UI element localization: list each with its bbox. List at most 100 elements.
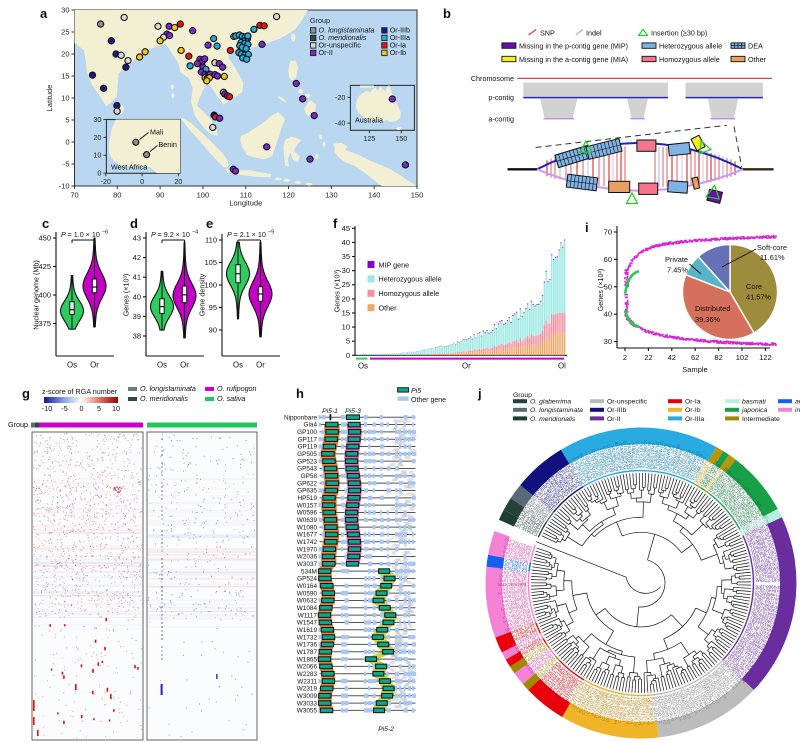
svg-text:10: 10 xyxy=(93,151,101,160)
svg-text:IR9307-2|C9: IR9307-2|C9 xyxy=(501,585,527,591)
svg-text:O. sativa: O. sativa xyxy=(217,394,245,403)
svg-text:35: 35 xyxy=(342,252,350,261)
svg-text:CX4943|CX16: CX4943|CX16 xyxy=(499,557,529,567)
svg-text:YC2804-2|C9: YC2804-2|C9 xyxy=(500,561,528,570)
svg-text:95: 95 xyxy=(209,303,217,312)
svg-text:IR1190|CX24: IR1190|CX24 xyxy=(502,553,530,563)
svg-text:39: 39 xyxy=(133,312,141,321)
svg-text:Nuclear genome (Mb): Nuclear genome (Mb) xyxy=(32,260,41,330)
svg-text:P7063|CX83: P7063|CX83 xyxy=(501,569,527,576)
svg-text:a-contig: a-contig xyxy=(488,115,514,124)
svg-text:22: 22 xyxy=(644,353,652,362)
svg-text:Heterozygous allele: Heterozygous allele xyxy=(659,41,722,50)
svg-text:Insertion (≥30 bp): Insertion (≥30 bp) xyxy=(651,28,707,37)
svg-text:NIV2364-2|C: NIV2364-2|C xyxy=(754,594,781,602)
svg-text:GP543: GP543 xyxy=(297,466,317,473)
svg-text:GP524: GP524 xyxy=(297,576,317,583)
svg-text:i: i xyxy=(585,220,589,235)
svg-text:80: 80 xyxy=(113,191,121,200)
svg-text:b: b xyxy=(443,6,451,21)
svg-text:GP100: GP100 xyxy=(297,429,317,436)
svg-text:38: 38 xyxy=(133,332,141,341)
svg-text:82: 82 xyxy=(714,353,722,362)
svg-text:150: 150 xyxy=(395,134,407,143)
svg-text:102: 102 xyxy=(736,353,749,362)
svg-text:W2036: W2036 xyxy=(297,554,318,561)
svg-text:W1677: W1677 xyxy=(297,532,318,539)
svg-text:150: 150 xyxy=(411,191,424,200)
svg-text:W2319: W2319 xyxy=(297,686,318,693)
svg-text:Or-Ib: Or-Ib xyxy=(390,48,406,57)
svg-text:Ol: Ol xyxy=(558,362,566,371)
svg-text:W1084: W1084 xyxy=(297,605,318,612)
svg-text:Os: Os xyxy=(358,362,368,371)
svg-text:40: 40 xyxy=(604,310,612,319)
svg-text:CX8390|W240: CX8390|W240 xyxy=(655,440,665,470)
svg-text:0: 0 xyxy=(346,351,350,360)
svg-text:Or: Or xyxy=(256,361,265,370)
svg-text:30: 30 xyxy=(61,6,69,15)
svg-text:5: 5 xyxy=(346,337,350,346)
svg-text:NIV2589|CX6: NIV2589|CX6 xyxy=(645,441,652,469)
svg-text:30: 30 xyxy=(342,266,350,275)
svg-text:42: 42 xyxy=(668,353,676,362)
svg-text:p-contig: p-contig xyxy=(488,93,514,102)
svg-text:W8758-1|P25: W8758-1|P25 xyxy=(752,549,780,560)
svg-text:YC2454|CX79: YC2454|CX79 xyxy=(755,569,784,576)
svg-text:IR6079-1|P6: IR6079-1|P6 xyxy=(639,443,644,469)
svg-text:GP4966-1|P6: GP4966-1|P6 xyxy=(755,584,783,590)
svg-text:W1736: W1736 xyxy=(297,642,318,649)
svg-text:GP6244-1|P6: GP6244-1|P6 xyxy=(499,578,527,584)
svg-text:-20: -20 xyxy=(101,177,111,186)
svg-text:Other gene: Other gene xyxy=(411,397,446,404)
svg-text:Other: Other xyxy=(379,304,398,313)
svg-text:GP635: GP635 xyxy=(297,488,317,495)
svg-text:Nipponbare: Nipponbare xyxy=(284,414,317,421)
svg-text:j: j xyxy=(477,386,482,401)
svg-text:P6776|W765: P6776|W765 xyxy=(610,444,620,471)
svg-text:25: 25 xyxy=(61,28,69,37)
svg-text:japonica: japonica xyxy=(741,407,768,414)
svg-text:W0164: W0164 xyxy=(297,583,318,590)
svg-text:Heterozygous allele: Heterozygous allele xyxy=(379,275,442,284)
svg-text:P7498|W579: P7498|W579 xyxy=(754,591,781,598)
svg-text:YC4910|W201: YC4910|W201 xyxy=(642,439,648,469)
svg-text:Latitude: Latitude xyxy=(45,85,54,112)
svg-text:CX7826-2|C8: CX7826-2|C8 xyxy=(654,696,663,724)
svg-text:Group: Group xyxy=(310,16,330,25)
svg-text:d: d xyxy=(130,216,138,231)
svg-text:0: 0 xyxy=(80,404,84,413)
svg-text:P5327|W816: P5327|W816 xyxy=(631,442,637,469)
svg-text:GP6216|CX84: GP6216|CX84 xyxy=(751,544,781,556)
svg-text:DEA: DEA xyxy=(748,41,763,50)
svg-text:Group: Group xyxy=(513,392,532,399)
svg-text:IR2309|W769: IR2309|W769 xyxy=(652,441,661,469)
svg-text:IR1984|W487: IR1984|W487 xyxy=(606,444,617,472)
svg-text:Genes (×10³): Genes (×10³) xyxy=(333,270,342,313)
svg-text:Or: Or xyxy=(90,361,99,370)
svg-text:10: 10 xyxy=(112,404,120,413)
svg-text:50: 50 xyxy=(604,282,612,291)
svg-text:IR3232|W780: IR3232|W780 xyxy=(750,611,778,623)
svg-text:534M: 534M xyxy=(301,568,317,575)
svg-text:41: 41 xyxy=(133,273,141,282)
svg-text:NIV6158|CX3: NIV6158|CX3 xyxy=(602,445,614,473)
svg-text:Or-II: Or-II xyxy=(607,416,621,423)
svg-text:W2760-1|P51: W2760-1|P51 xyxy=(625,696,632,724)
svg-text:−9: −9 xyxy=(268,230,274,236)
svg-text:W1789-2|C48: W1789-2|C48 xyxy=(498,573,526,580)
svg-text:GP6781-2|C8: GP6781-2|C8 xyxy=(664,694,675,722)
svg-text:Indel: Indel xyxy=(586,28,602,37)
svg-text:Os: Os xyxy=(233,361,243,370)
svg-text:HP1363|CX98: HP1363|CX98 xyxy=(614,441,624,471)
svg-text:Core: Core xyxy=(746,282,762,291)
svg-text:Or-unspecific: Or-unspecific xyxy=(319,41,362,50)
svg-text:Other: Other xyxy=(748,55,767,64)
svg-text:Or-IIIb: Or-IIIb xyxy=(390,26,410,35)
svg-text:42: 42 xyxy=(133,253,141,262)
svg-text:Homozygous allele: Homozygous allele xyxy=(659,55,720,64)
svg-text:62: 62 xyxy=(691,353,699,362)
svg-text:YC1492-2|C9: YC1492-2|C9 xyxy=(641,697,647,725)
svg-text:Private: Private xyxy=(665,255,688,264)
svg-text:P4013|W830: P4013|W830 xyxy=(501,595,528,604)
